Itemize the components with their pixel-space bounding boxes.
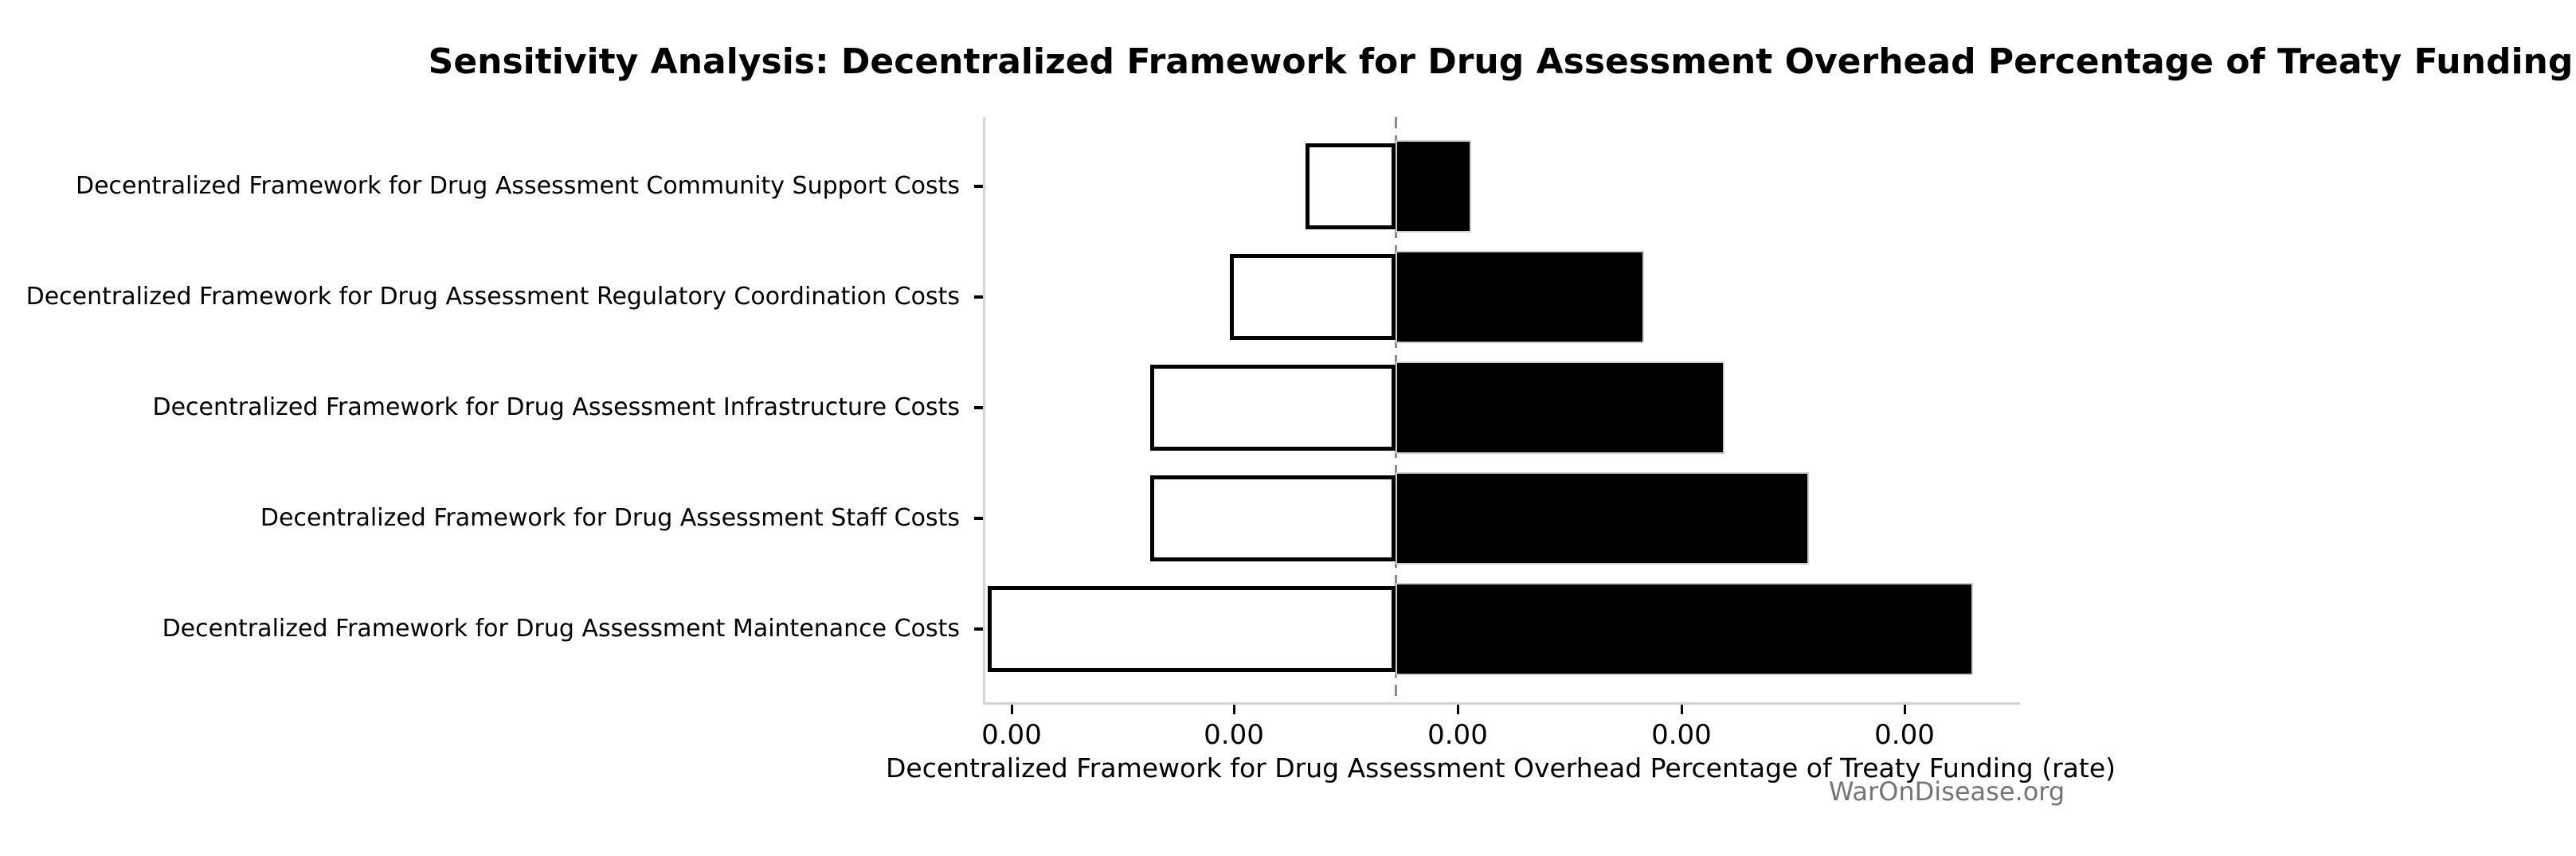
bar-high-segment (1396, 250, 1645, 343)
y-axis-category-label: Decentralized Framework for Drug Assessm… (76, 171, 960, 200)
x-tick-label: 0.00 (1874, 719, 1935, 751)
bar-low-segment (1306, 143, 1396, 229)
y-tick-mark (974, 295, 983, 299)
chart-title: Sensitivity Analysis: Decentralized Fram… (428, 41, 2574, 82)
y-axis-category-label: Decentralized Framework for Drug Assessm… (260, 504, 960, 533)
bar-high-segment (1396, 472, 1809, 565)
bar-high-segment (1396, 583, 1974, 676)
x-tick-label: 0.00 (1204, 719, 1264, 751)
bar-low-segment (1150, 475, 1396, 562)
x-tick-mark (1680, 705, 1683, 714)
x-tick-label: 0.00 (1651, 719, 1712, 751)
bar-high-segment (1396, 139, 1471, 233)
bar-low-segment (987, 586, 1396, 673)
watermark: WarOnDisease.org (1828, 776, 2065, 807)
y-axis-category-label: Decentralized Framework for Drug Assessm… (162, 615, 960, 643)
x-tick-mark (1904, 705, 1907, 714)
bar-high-segment (1396, 362, 1725, 454)
y-tick-mark (974, 184, 983, 188)
y-axis-category-label: Decentralized Framework for Drug Assessm… (25, 282, 960, 311)
y-axis-category-label: Decentralized Framework for Drug Assessm… (152, 393, 960, 421)
y-tick-mark (974, 627, 983, 631)
y-tick-mark (974, 406, 983, 409)
bar-low-segment (1230, 253, 1396, 340)
plot-area (983, 117, 2020, 705)
x-tick-mark (1233, 705, 1235, 714)
bar-low-segment (1150, 365, 1396, 451)
y-tick-mark (974, 517, 983, 521)
x-tick-label: 0.00 (981, 719, 1042, 751)
x-tick-label: 0.00 (1427, 719, 1488, 751)
x-tick-mark (1010, 705, 1013, 714)
x-axis-label: Decentralized Framework for Drug Assessm… (886, 752, 2116, 784)
x-tick-mark (1456, 705, 1459, 714)
